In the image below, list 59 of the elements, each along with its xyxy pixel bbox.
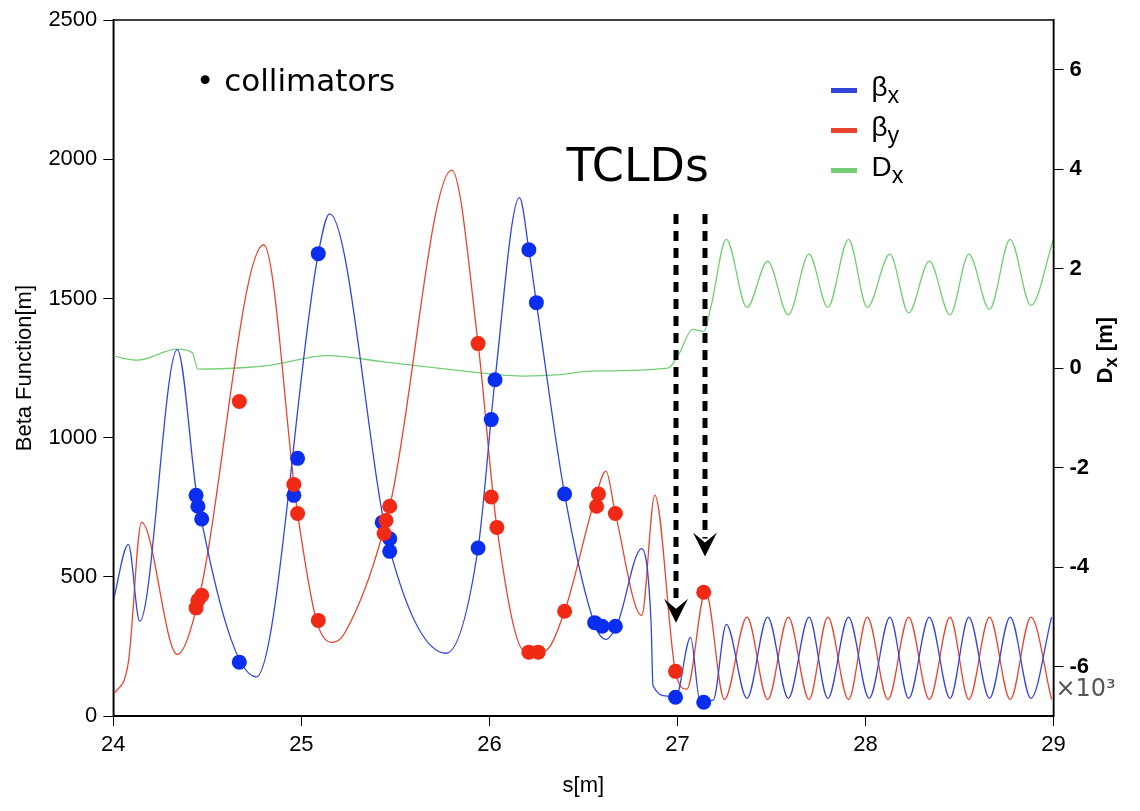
point [594,618,610,634]
y-tick-label: 1500 [48,284,98,310]
y-tick-label: 500 [60,563,98,589]
point [668,663,684,679]
legend-label: β$_{y}$ [871,111,900,149]
point [489,519,505,535]
point [470,540,486,556]
point [557,486,573,502]
y2-tick-label: 0 [1069,354,1082,380]
point [696,584,712,600]
point [290,505,306,521]
point [470,336,486,352]
point [590,486,606,502]
point [607,505,623,521]
point [286,477,302,493]
point [310,612,326,628]
y2-tick-label: 2 [1069,254,1082,280]
point [231,394,247,410]
y-tick-label: 2500 [48,6,98,32]
point [376,526,392,542]
x-tick-label: 24 [101,731,126,757]
y2-tick-label: -4 [1069,553,1090,579]
point [194,511,210,527]
point [194,587,210,603]
point [378,512,394,528]
y2-tick-label: 6 [1069,55,1082,81]
point [557,603,573,619]
point [607,618,623,634]
x-tick-label: 26 [477,731,502,757]
x-tick-label: 28 [853,731,878,757]
annotation: TCLDs [566,138,709,193]
point [696,694,712,710]
x-tick-label: 25 [289,731,314,757]
line-series [113,238,1054,377]
point [483,412,499,428]
point [382,543,398,559]
x-tick-label: 29 [1041,731,1066,757]
x-axis-title: s[m] [562,771,605,797]
point [668,689,684,705]
point [521,242,537,258]
legend-label: β$_{x}$ [871,71,900,109]
annotation: • collimators [196,61,396,98]
y2-tick-label: 4 [1069,155,1083,181]
point [528,295,544,311]
y2-tick-label: -2 [1069,453,1089,479]
point [382,498,398,514]
point [589,498,605,514]
point [190,498,206,514]
point [483,489,499,505]
x-tick-label: 27 [665,731,690,757]
y-tick-label: 2000 [48,145,98,171]
point [487,372,503,388]
point [310,246,326,262]
point [290,450,306,466]
y-tick-label: 1000 [48,423,98,449]
y-tick-label: 0 [85,702,98,728]
legend-label: D$_{x}$ [871,151,904,189]
point [231,654,247,670]
y-axis-title: Beta Function[m] [11,284,37,452]
